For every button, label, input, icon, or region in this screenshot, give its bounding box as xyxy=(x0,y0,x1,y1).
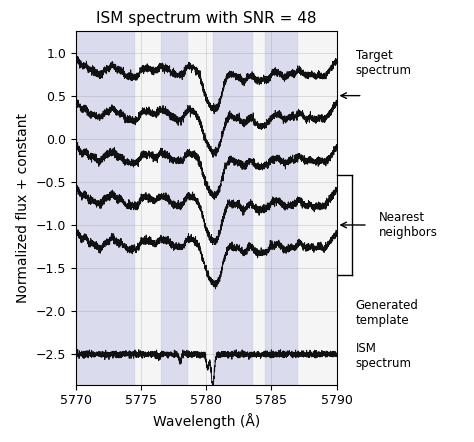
Title: ISM spectrum with SNR = 48: ISM spectrum with SNR = 48 xyxy=(96,11,317,26)
Bar xyxy=(265,31,297,385)
Text: Nearest
neighbors: Nearest neighbors xyxy=(379,211,438,239)
Y-axis label: Normalized flux + constant: Normalized flux + constant xyxy=(16,113,30,303)
Bar xyxy=(213,31,252,385)
Bar xyxy=(76,31,135,385)
Bar xyxy=(161,31,187,385)
Text: Generated
template: Generated template xyxy=(356,299,419,327)
X-axis label: Wavelength (Å): Wavelength (Å) xyxy=(153,413,260,429)
Text: ISM
spectrum: ISM spectrum xyxy=(356,342,411,370)
Text: Target
spectrum: Target spectrum xyxy=(356,49,411,77)
